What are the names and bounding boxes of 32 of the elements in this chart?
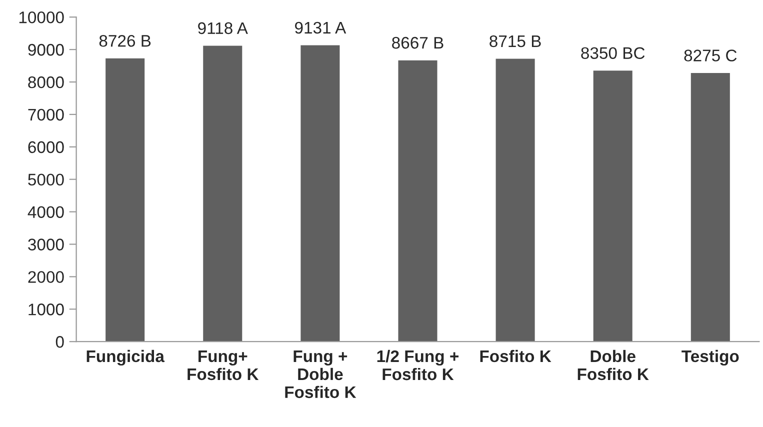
data-label: 9118 A <box>198 22 248 34</box>
data-label: 9131 A <box>295 22 346 34</box>
x-tick-label: Fung + Doble Fosfito K <box>285 350 356 398</box>
data-label: 8715 B <box>490 35 541 48</box>
y-tick-label: 3000 <box>28 238 64 250</box>
y-tick-label: 4000 <box>28 206 64 218</box>
y-tick-label: 6000 <box>28 141 64 154</box>
y-tick-label: 9000 <box>28 44 64 56</box>
x-tick-label: Doble Fosfito K <box>578 350 649 380</box>
x-tick-label: Testigo <box>682 350 739 366</box>
bar <box>398 60 438 342</box>
bar <box>690 73 730 342</box>
x-tick-label: Fungicida <box>86 350 165 366</box>
y-tick-label: 10000 <box>19 11 64 24</box>
y-tick-label: 7000 <box>28 108 64 121</box>
data-label: 8350 BC <box>581 47 645 59</box>
bar <box>300 45 340 342</box>
bar <box>106 58 145 342</box>
bar <box>593 70 632 342</box>
y-tick-label: 2000 <box>28 271 64 283</box>
bar <box>496 58 535 342</box>
y-tick-label: 0 <box>56 336 64 348</box>
y-tick-label: 8000 <box>28 76 64 88</box>
x-tick-label: Fung+ Fosfito K <box>188 350 259 380</box>
y-tick-label: 1000 <box>28 304 64 316</box>
data-label: 8667 B <box>392 36 444 49</box>
data-label: 8726 B <box>99 34 151 47</box>
bar <box>203 46 242 342</box>
x-tick-label: 1/2 Fung + Fosfito K <box>377 350 459 380</box>
y-tick-label: 5000 <box>28 174 64 186</box>
data-label: 8275 C <box>684 50 737 62</box>
x-tick-label: Fosfito K <box>480 350 552 362</box>
